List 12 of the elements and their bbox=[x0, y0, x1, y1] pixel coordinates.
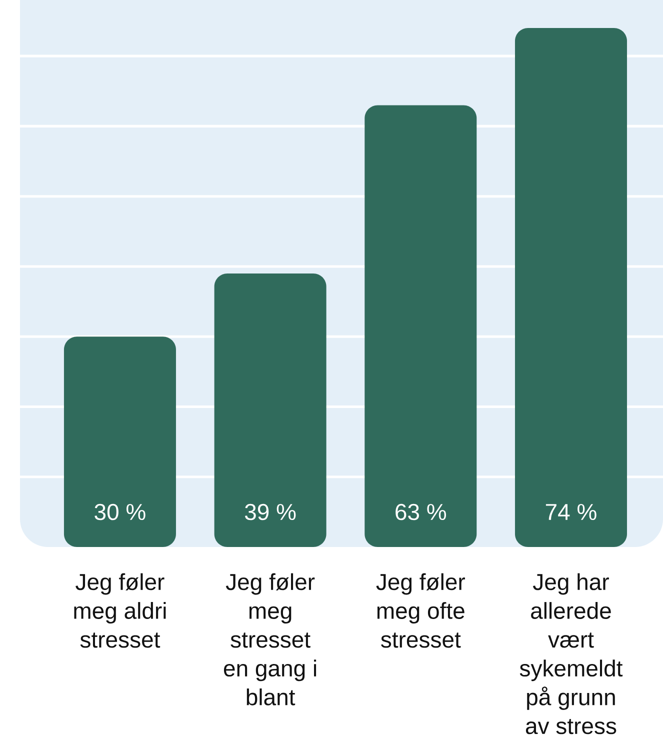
bar bbox=[514, 28, 627, 547]
bar bbox=[364, 105, 477, 547]
data-label: 30 % bbox=[94, 504, 146, 520]
data-label: 63 % bbox=[396, 504, 446, 520]
data-label: 39 % bbox=[244, 504, 296, 520]
x-tick-label: Jeg føler meg aldri stresset bbox=[74, 573, 166, 648]
data-label: 74 % bbox=[546, 504, 596, 520]
x-tick-label: Jeg føler meg ofte stresset bbox=[376, 573, 465, 648]
bar bbox=[64, 336, 176, 547]
x-tick-label: Jeg har allerede vært sykemeldt på grunn av stress bbox=[520, 573, 623, 734]
bar bbox=[214, 274, 326, 547]
x-tick-label: Jeg føler meg stresset en gang i blant bbox=[224, 573, 316, 706]
